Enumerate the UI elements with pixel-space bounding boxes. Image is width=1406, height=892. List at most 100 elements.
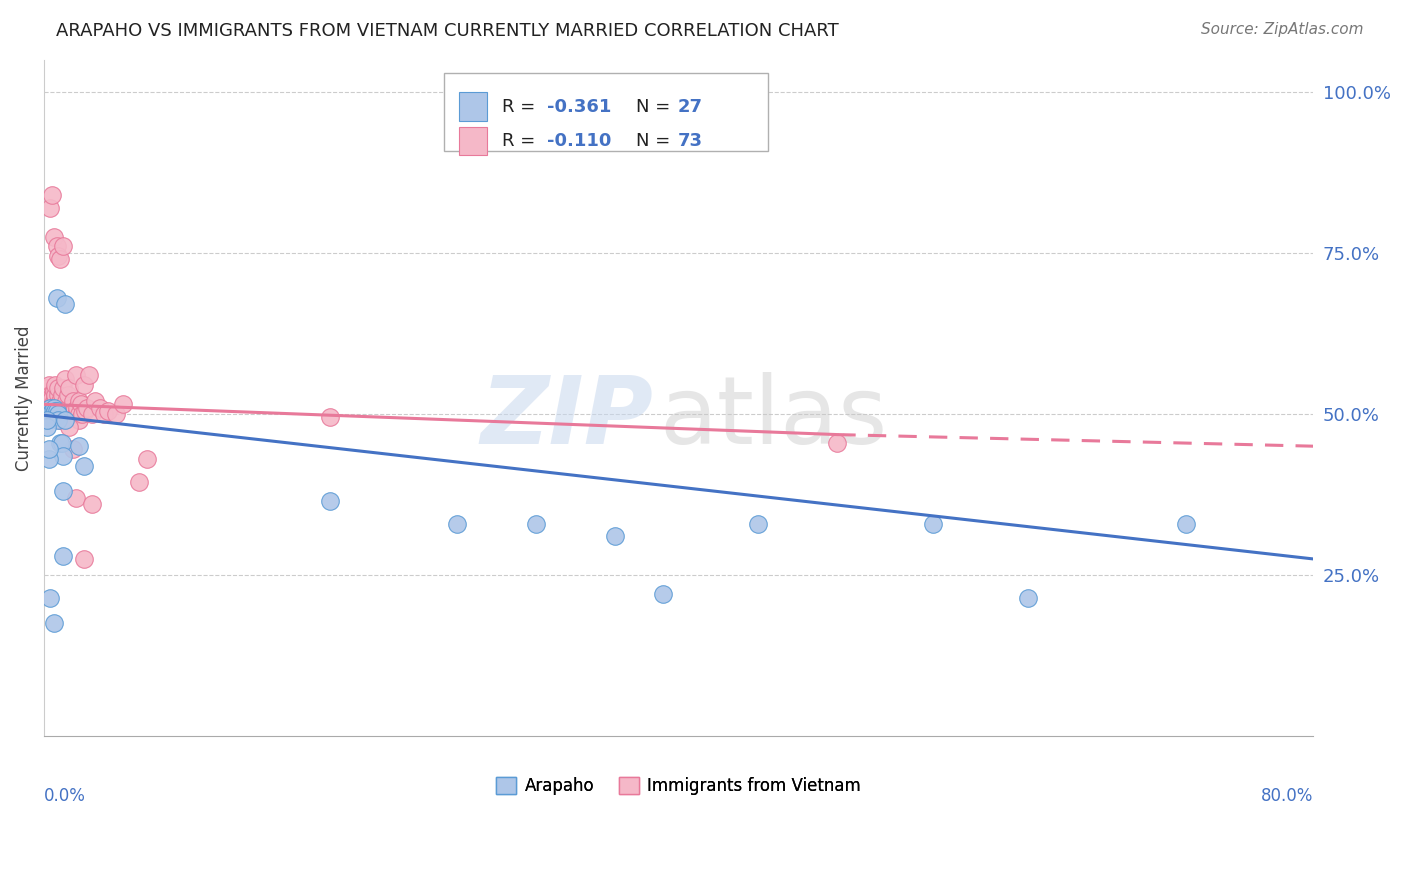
- Point: [49, 394, 72, 409]
- Point: [38, 378, 60, 392]
- Point: [44, 403, 66, 417]
- Point: [70, 407, 93, 421]
- Text: N =: N =: [636, 132, 675, 150]
- Point: [38, 410, 60, 425]
- Point: [55, 394, 77, 409]
- Text: ZIP: ZIP: [481, 372, 654, 464]
- Point: [41, 410, 63, 425]
- Point: [44, 407, 66, 421]
- Point: [1017, 591, 1039, 605]
- Point: [45, 410, 67, 425]
- Point: [45, 403, 67, 417]
- Text: R =: R =: [502, 97, 541, 116]
- Point: [97, 403, 120, 417]
- Point: [39, 591, 62, 605]
- Point: [60, 401, 83, 415]
- Point: [75, 403, 97, 417]
- Point: [49, 413, 72, 427]
- Point: [52, 381, 75, 395]
- Point: [37, 413, 59, 427]
- Point: [52, 413, 75, 427]
- Point: [42, 394, 65, 409]
- Point: [49, 401, 72, 415]
- Point: [128, 475, 150, 489]
- Point: [136, 452, 159, 467]
- Point: [65, 491, 87, 505]
- Point: [45, 239, 67, 253]
- Text: N =: N =: [636, 97, 675, 116]
- Text: -0.361: -0.361: [547, 97, 612, 116]
- Point: [49, 252, 72, 267]
- Point: [80, 497, 103, 511]
- Point: [42, 384, 65, 399]
- Point: [63, 403, 86, 417]
- Point: [39, 407, 62, 421]
- Point: [52, 239, 75, 253]
- Point: [65, 368, 87, 383]
- Point: [44, 378, 66, 392]
- Point: [73, 552, 96, 566]
- Point: [42, 407, 65, 421]
- FancyBboxPatch shape: [444, 73, 768, 151]
- Point: [318, 494, 340, 508]
- Point: [49, 436, 72, 450]
- Bar: [460, 93, 486, 120]
- Point: [51, 407, 73, 421]
- Point: [53, 413, 76, 427]
- Text: 73: 73: [678, 132, 703, 150]
- Point: [41, 403, 63, 417]
- Point: [56, 401, 79, 415]
- Point: [44, 387, 66, 401]
- Point: [41, 397, 63, 411]
- Point: [104, 407, 127, 421]
- Point: [41, 188, 63, 202]
- Point: [45, 403, 67, 417]
- Point: [56, 387, 79, 401]
- Point: [446, 516, 468, 531]
- Point: [38, 397, 60, 411]
- Point: [42, 401, 65, 415]
- Point: [827, 436, 849, 450]
- Point: [51, 387, 73, 401]
- Point: [524, 516, 547, 531]
- Point: [747, 516, 769, 531]
- Point: [53, 407, 76, 421]
- Point: [67, 413, 90, 427]
- Point: [37, 420, 59, 434]
- Point: [65, 407, 87, 421]
- Point: [39, 201, 62, 215]
- Point: [37, 413, 59, 427]
- Text: 0.0%: 0.0%: [44, 787, 86, 805]
- Point: [80, 407, 103, 421]
- Point: [76, 401, 98, 415]
- Text: atlas: atlas: [659, 372, 889, 464]
- Point: [42, 229, 65, 244]
- Point: [55, 403, 77, 417]
- Point: [112, 397, 135, 411]
- Point: [48, 381, 70, 395]
- Point: [58, 407, 80, 421]
- Point: [651, 587, 673, 601]
- Point: [89, 401, 111, 415]
- Point: [48, 407, 70, 421]
- Point: [41, 387, 63, 401]
- Text: -0.110: -0.110: [547, 132, 612, 150]
- Point: [52, 449, 75, 463]
- Legend: Arapaho, Immigrants from Vietnam: Arapaho, Immigrants from Vietnam: [496, 777, 862, 796]
- Point: [73, 378, 96, 392]
- Point: [66, 401, 89, 415]
- Point: [41, 403, 63, 417]
- Point: [48, 387, 70, 401]
- Point: [48, 249, 70, 263]
- Point: [62, 442, 84, 457]
- Point: [52, 549, 75, 563]
- Point: [1175, 516, 1198, 531]
- Point: [38, 387, 60, 401]
- Point: [69, 397, 91, 411]
- Point: [73, 458, 96, 473]
- Point: [67, 394, 90, 409]
- Point: [39, 394, 62, 409]
- Point: [41, 391, 63, 405]
- Point: [45, 397, 67, 411]
- Point: [48, 401, 70, 415]
